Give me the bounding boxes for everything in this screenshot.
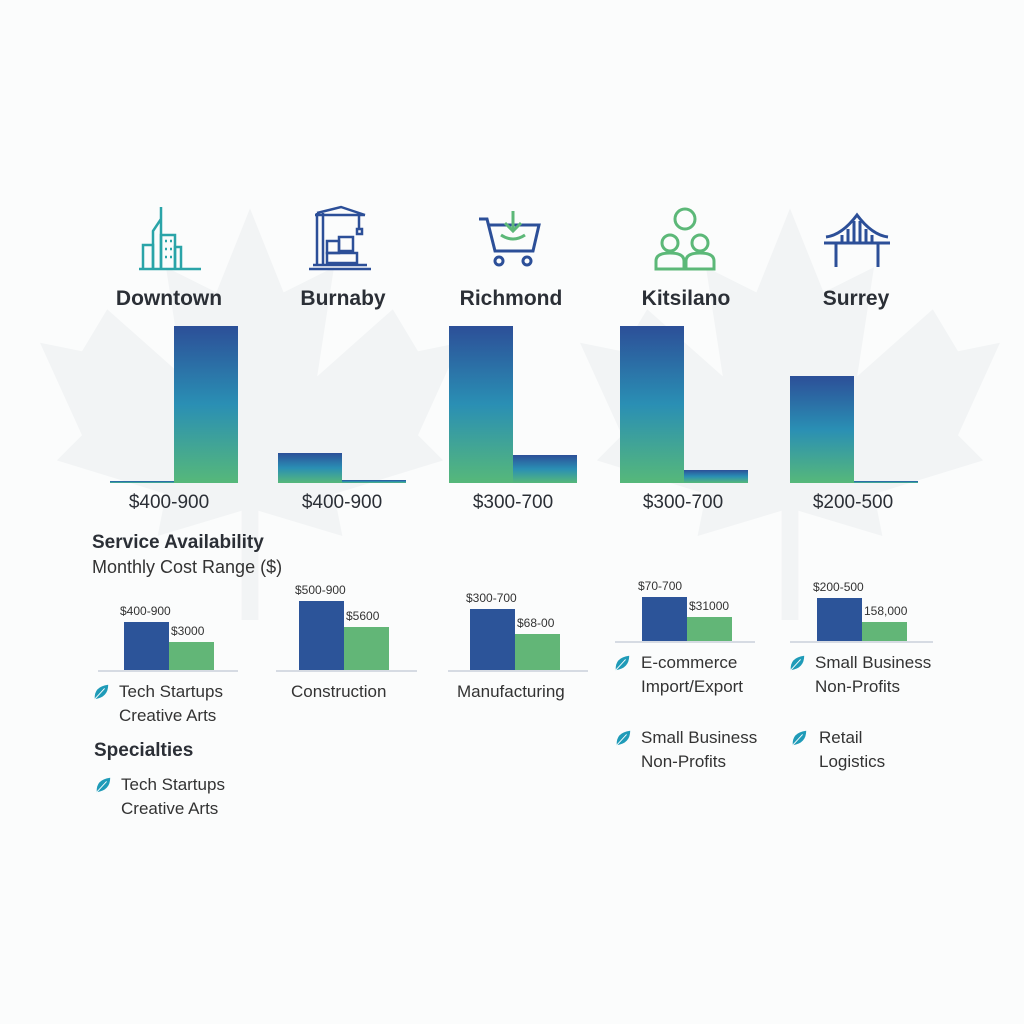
small-bar-4-green	[687, 617, 732, 641]
small-bar-1-blue	[124, 622, 169, 670]
specialty-item: Import/Export	[641, 677, 744, 696]
specialty-item: Manufacturing	[457, 682, 565, 701]
range-label: $400-900	[128, 492, 210, 513]
leaf-icon	[96, 777, 111, 793]
district-name-burnaby: Burnaby	[300, 287, 386, 310]
section-subtitle: Monthly Cost Range ($)	[92, 557, 283, 577]
specialty-item: Construction	[291, 682, 387, 701]
bar-downtown-2	[174, 326, 238, 483]
bar-burnaby-1	[278, 453, 342, 483]
value-label: 158,000	[864, 604, 908, 618]
maple-leaf-watermark-icon	[40, 208, 460, 620]
bar-kitsilano-2	[684, 470, 748, 483]
leaf-icon	[792, 730, 807, 746]
district-name-downtown: Downtown	[115, 287, 223, 310]
specialties-heading: Specialties	[94, 740, 194, 761]
chart-baseline	[448, 670, 588, 672]
specialty-item: E-commerce	[641, 653, 738, 672]
small-bar-2-blue	[299, 601, 344, 670]
small-bar-5-green	[862, 622, 907, 641]
bar-kitsilano-1	[620, 326, 684, 483]
bridge-icon	[824, 212, 890, 267]
city-skyline-icon	[139, 207, 201, 271]
specialty-item: Small Business	[815, 653, 932, 672]
range-label: $300-700	[472, 492, 554, 513]
range-label: $300-700	[642, 492, 724, 513]
section-title: Service Availability	[92, 532, 264, 553]
small-bar-3-blue	[470, 609, 515, 670]
value-label: $70-700	[638, 579, 683, 593]
bar-surrey-2	[854, 480, 918, 483]
specialty-item: Small Business	[641, 728, 758, 747]
district-name-surrey: Surrey	[822, 287, 890, 310]
specialty-item: Creative Arts	[119, 706, 217, 725]
chart-baseline	[98, 670, 238, 672]
bar-burnaby-2	[342, 479, 406, 483]
value-label: $68-00	[517, 616, 555, 630]
district-name-kitsilano: Kitsilano	[641, 287, 731, 310]
value-label: $3000	[171, 624, 205, 638]
leaf-icon	[94, 684, 109, 700]
specialty-item: Retail	[819, 728, 863, 747]
specialty-item: Non-Profits	[815, 677, 901, 696]
specialty-item: Non-Profits	[641, 752, 727, 771]
leaf-icon	[790, 655, 805, 671]
small-bar-1-green	[169, 642, 214, 670]
bar-surrey-1	[790, 376, 854, 483]
bar-richmond-2	[513, 454, 577, 483]
range-label: $400-900	[301, 492, 383, 513]
value-label: $200-500	[813, 580, 864, 594]
specialty-item: Tech Startups	[121, 775, 225, 794]
chart-baseline	[615, 641, 755, 643]
small-bar-2-green	[344, 627, 389, 670]
shopping-cart-icon	[479, 211, 541, 267]
value-label: $300-700	[466, 591, 517, 605]
value-label: $31000	[689, 599, 730, 613]
value-label: $500-900	[295, 583, 346, 597]
construction-crane-icon	[309, 205, 371, 271]
small-bar-4-blue	[642, 597, 687, 641]
small-bar-3-green	[515, 634, 560, 670]
specialty-item: Creative Arts	[121, 799, 219, 818]
people-group-icon	[654, 207, 716, 271]
value-label: $5600	[346, 609, 380, 623]
leaf-icon	[615, 655, 630, 671]
leaf-icon	[616, 730, 631, 746]
specialty-item: Tech Startups	[119, 682, 223, 701]
small-bar-5-blue	[817, 598, 862, 641]
range-label: $200-500	[812, 492, 894, 513]
chart-baseline	[790, 641, 933, 643]
specialty-item: Logistics	[819, 752, 886, 771]
bar-richmond-1	[449, 326, 513, 483]
bar-downtown-1	[110, 481, 174, 483]
chart-baseline	[276, 670, 417, 672]
district-name-richmond: Richmond	[459, 287, 563, 310]
value-label: $400-900	[120, 604, 171, 618]
